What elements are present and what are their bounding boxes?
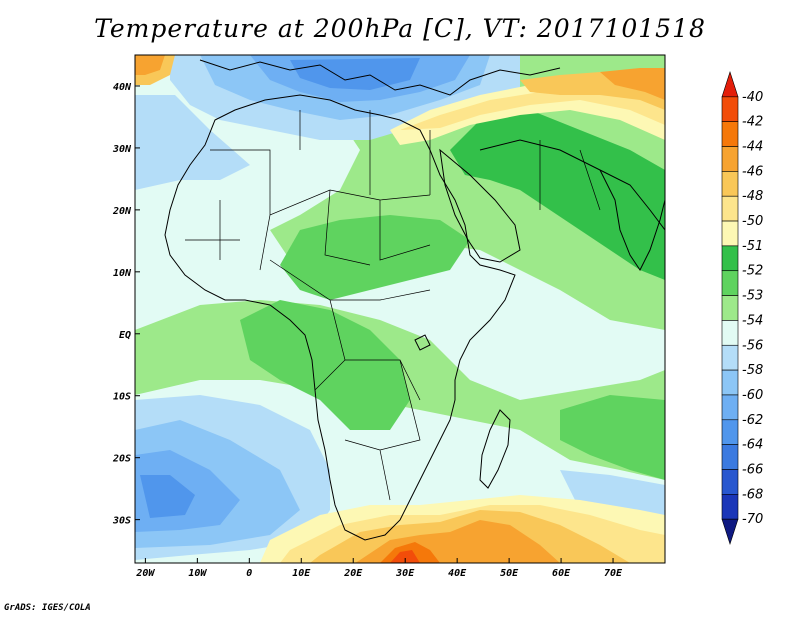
colorbar-swatch [721, 394, 739, 421]
africa-coastline [164, 94, 516, 541]
colorbar-label: -50 [742, 214, 763, 229]
lon-tick-label: 10W [188, 568, 207, 579]
field-minus52-arabia [450, 110, 665, 280]
colorbar-label: -62 [742, 413, 763, 428]
lat-tick-label: EQ [119, 330, 131, 341]
lat-tick-label: 40N [113, 82, 132, 93]
map-title: Temperature at 200hPa [C], VT: 201710151… [94, 14, 706, 43]
colorbar-swatch [721, 369, 739, 396]
lat-tick-label: 20N [112, 206, 132, 217]
colorbar-label: -64 [742, 438, 763, 453]
colorbar-top-arrow [721, 71, 739, 98]
lake-victoria [414, 334, 431, 351]
colorbar-label: -66 [742, 462, 763, 477]
colorbar-label: -48 [742, 189, 763, 204]
colorbar-label: -58 [742, 363, 763, 378]
field-minus46-ne [600, 68, 665, 100]
colorbar-swatch [721, 195, 739, 222]
colorbar-swatch [721, 96, 739, 122]
colorbar-label: -40 [742, 90, 763, 105]
colorbar-swatch [721, 320, 739, 346]
colorbar-label: -46 [742, 164, 763, 179]
footer-credit: GrADS: IGES/COLA [4, 603, 91, 613]
colorbar-swatch [721, 146, 739, 172]
colorbar-swatch [721, 245, 739, 272]
country-borders [185, 110, 601, 501]
lat-tick-label: 20S [112, 454, 131, 465]
field-minus42-south [390, 550, 420, 563]
colorbar-swatch [721, 494, 739, 520]
colorbar-label: -70 [742, 512, 763, 527]
colorbar-swatch [721, 344, 739, 371]
colorbar-swatch [721, 295, 739, 321]
colorbar-swatch [721, 220, 739, 247]
madagascar-coastline [479, 409, 511, 489]
colorbar-swatch [721, 121, 739, 147]
lon-tick-label: 30E [395, 568, 415, 579]
colorbar-label: -44 [742, 140, 763, 155]
lon-tick-label: 50E [500, 568, 519, 579]
lon-tick-label: 20W [135, 568, 155, 579]
field-minus46-nw [135, 55, 165, 75]
colorbar-label: -53 [742, 289, 763, 304]
colorbar-bottom-arrow [721, 518, 739, 545]
field-minus56-indian [560, 470, 665, 520]
lat-tick-label: 30N [112, 144, 132, 155]
colorbar-label: -60 [742, 388, 763, 403]
latitude-axis: 40N 30N 20N 10N EQ 10S 20S 30S [112, 82, 140, 527]
temperature-field [135, 55, 665, 563]
lon-tick-label: 20E [343, 568, 363, 579]
colorbar-label: -54 [742, 313, 763, 328]
lat-tick-label: 30S [112, 516, 131, 527]
lon-tick-label: 40E [448, 568, 467, 579]
colorbar-label: -51 [742, 239, 763, 254]
lon-tick-label: 70E [604, 568, 623, 579]
colorbar-swatch [721, 419, 739, 445]
colorbar-label: -56 [742, 338, 763, 353]
colorbar-label: -68 [742, 487, 763, 502]
field-minus52-southeast [560, 395, 665, 480]
longitude-axis: 20W 10W 0 10E 20E 30E 40E 50E 60E 70E [135, 558, 623, 579]
colorbar-swatch [721, 171, 739, 197]
plot-frame [134, 54, 666, 564]
field-minus56-atlantic [135, 95, 250, 190]
lon-tick-label: 10E [292, 568, 311, 579]
field-minus62-south [140, 475, 195, 518]
colorbar: -40 -42 -44 -46 -48 -50 -51 -52 -53 -54 -56 -58 -60 -… [721, 71, 763, 545]
lon-tick-label: 0 [246, 568, 252, 579]
lat-tick-label: 10N [113, 268, 132, 279]
field-minus52-central [240, 300, 410, 430]
field-minus52-sahel [280, 215, 470, 300]
lat-tick-label: 10S [113, 392, 131, 403]
colorbar-swatch [721, 444, 739, 470]
lon-tick-label: 60E [552, 568, 571, 579]
coastlines [164, 59, 665, 541]
europe-coastline [199, 59, 561, 96]
india-coastline [599, 169, 665, 271]
colorbar-label: -52 [742, 264, 763, 279]
colorbar-label: -42 [742, 115, 763, 130]
colorbar-swatch [721, 469, 739, 495]
colorbar-swatch [721, 270, 739, 296]
